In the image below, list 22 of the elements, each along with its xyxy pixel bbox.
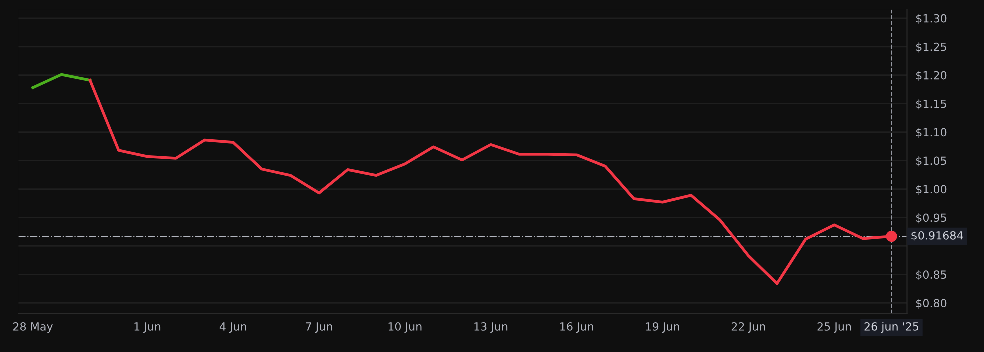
y-tick-label: $1.25 bbox=[916, 42, 946, 53]
x-tick-label: 4 Jun bbox=[220, 322, 246, 333]
y-tick-label: $0.85 bbox=[916, 270, 946, 281]
x-tick-label: 22 Jun bbox=[732, 322, 766, 333]
x-tick-label: 28 May bbox=[14, 322, 53, 334]
y-tick-label: $1.15 bbox=[916, 100, 946, 110]
y-tick-label: $1.00 bbox=[916, 185, 947, 196]
x-tick-label: 25 Jun bbox=[818, 322, 852, 333]
ref-line-label: 26 jun '25 bbox=[864, 322, 919, 334]
x-tick-label: 19 Jun bbox=[646, 322, 680, 333]
ref-line-label: $0.91684 bbox=[912, 231, 964, 242]
y-tick-label: $1.05 bbox=[916, 156, 946, 167]
y-tick-label: $1.10 bbox=[916, 128, 947, 138]
x-tick-label: 13 Jun bbox=[474, 322, 508, 333]
y-tick-label: $1.30 bbox=[916, 14, 947, 24]
y-tick-label: $1.20 bbox=[916, 71, 947, 82]
x-tick-label: 7 Jun bbox=[306, 322, 332, 333]
x-tick-label: 10 Jun bbox=[388, 322, 422, 333]
y-tick-label: $0.80 bbox=[916, 298, 947, 310]
y-tick-label: $0.95 bbox=[916, 214, 946, 224]
x-tick-label: 1 Jun bbox=[134, 322, 161, 333]
x-tick-label: 16 Jun bbox=[560, 322, 594, 333]
